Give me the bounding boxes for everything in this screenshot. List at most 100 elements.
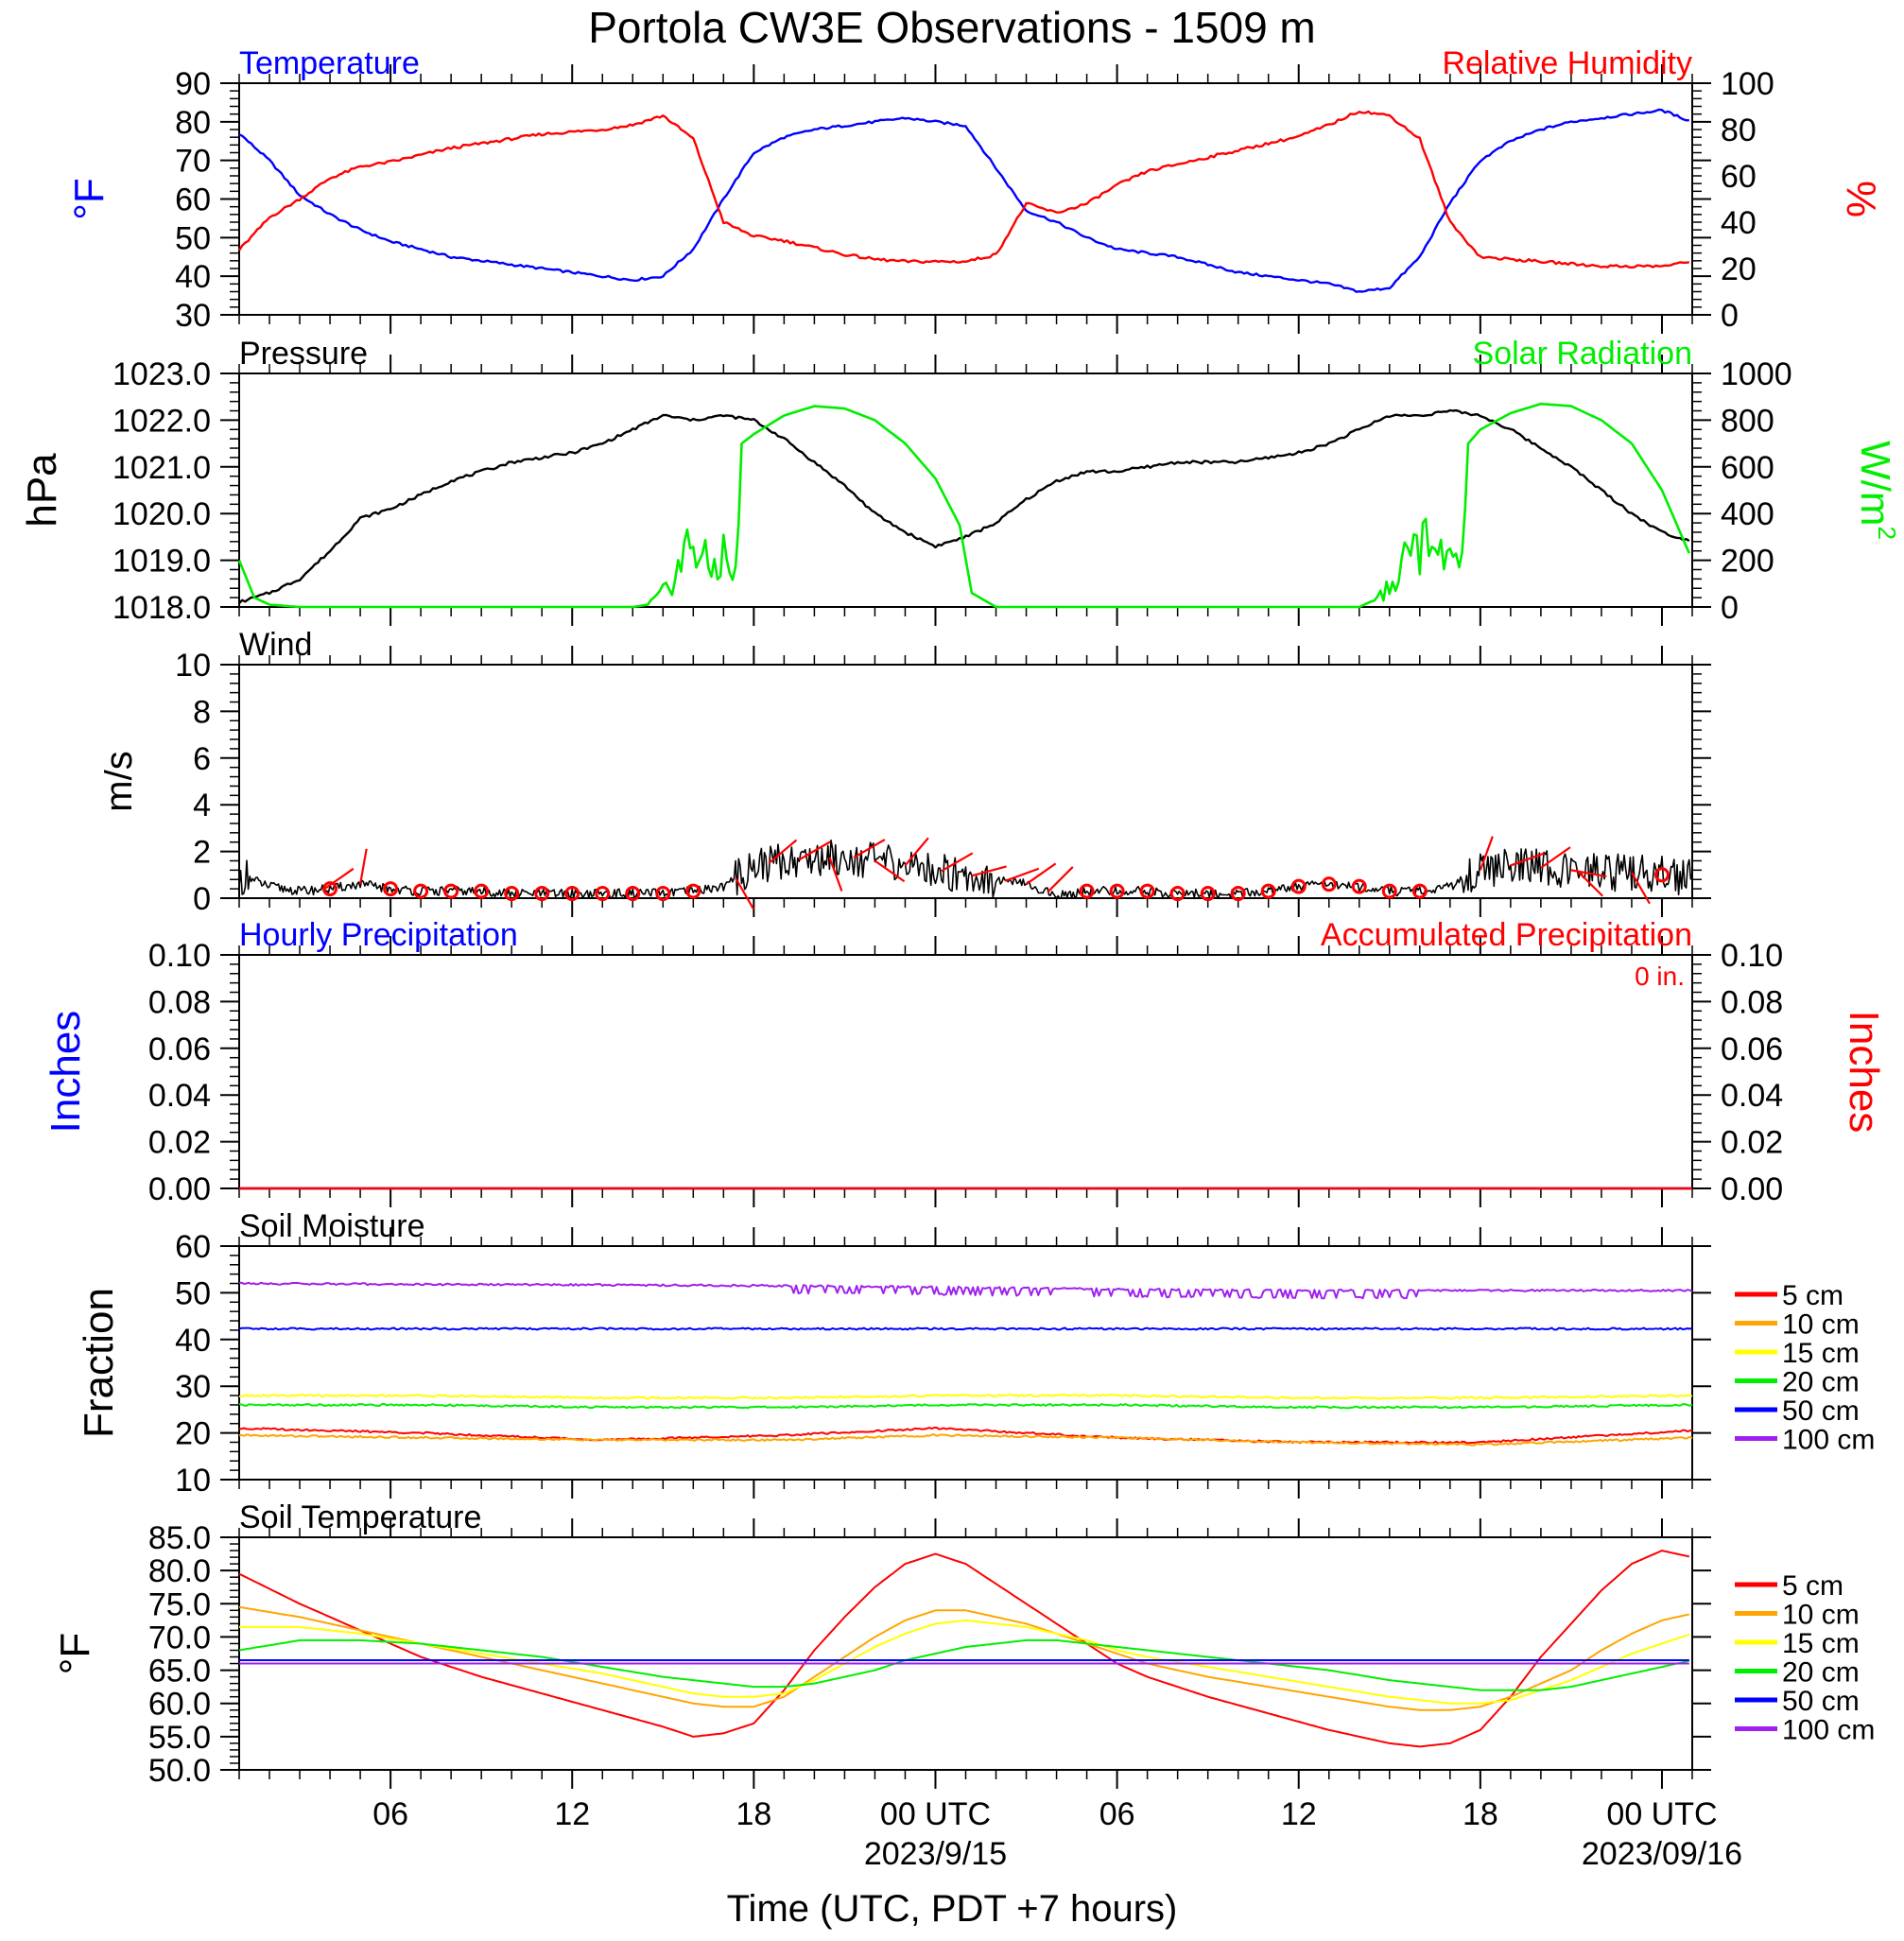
y-unit-left: m/s [98,751,140,811]
y-unit-left: hPa [19,453,65,528]
temperature-line [238,108,1689,293]
y-tick-label-left: 70.0 [148,1620,211,1655]
x-tick-label: 12 [1281,1796,1317,1832]
humidity-line [237,110,1689,269]
x-tick-date: 2023/09/16 [1582,1836,1742,1872]
wind-barb [1510,852,1545,867]
panel-title-left: Hourly Precipitation [239,917,518,953]
y-tick-label-left: 4 [193,788,211,823]
x-tick-label: 00 UTC [1606,1796,1717,1832]
y-tick-label-left: 80.0 [148,1553,211,1589]
y-tick-label-left: 10 [175,648,211,684]
soil-moisture-line [238,1281,1693,1300]
y-unit-right-superscript: 2 [1873,526,1901,539]
x-tick-label: 06 [372,1796,408,1832]
y-tick-label-left: 6 [193,741,211,777]
panel-precipitation: 0.00 0.02 0.04 0.06 0.08 0.10 0.00 0.02 0.04 0.06… [43,917,1887,1207]
calm-wind-circle [1230,886,1246,902]
y-tick-label-right: 0.10 [1721,938,1783,974]
legend-label: 10 cm [1782,1309,1860,1341]
y-tick-label-left: 60 [175,182,211,218]
legend-label: 100 cm [1782,1425,1875,1456]
soil-moisture-line [238,1403,1693,1410]
y-tick-label-right: 100 [1721,66,1774,102]
y-tick-label-left: 50.0 [148,1753,211,1789]
y-tick-label-left: 85.0 [148,1520,211,1556]
y-tick-label-left: 60 [175,1229,211,1265]
y-tick-label-left: 50 [175,1275,211,1311]
x-tick-date: 2023/9/15 [864,1836,1007,1872]
figure-title: Portola CW3E Observations - 1509 m [588,3,1316,52]
soil-temperature-line [238,1638,1690,1691]
y-tick-label-right: 0.08 [1721,984,1783,1020]
x-tick-label: 06 [1099,1796,1135,1832]
y-tick-label-left: 90 [175,66,211,102]
y-tick-label-right: 600 [1721,450,1774,486]
y-tick-label-left: 1019.0 [113,544,211,580]
panel-title-left: Soil Temperature [239,1499,481,1535]
wind-barb [1025,862,1057,886]
y-unit-left: °F [52,1633,98,1674]
y-tick-label-left: 30 [175,298,211,334]
wind-barb [768,839,798,864]
y-tick-label-left: 60.0 [148,1687,211,1723]
legend-label: 50 cm [1782,1686,1860,1717]
wind-barb [971,865,1007,877]
y-tick-label-left: 55.0 [148,1720,211,1756]
x-tick-label: 18 [1463,1796,1498,1832]
y-tick-label-left: 80 [175,105,211,141]
panel-soil-moisture: 10 20 30 40 50 60 Soil Moisture Fraction 5 cm10 … [76,1208,1875,1499]
accumulated-total: 0 in. [1635,962,1685,991]
calm-wind-circle [1290,878,1307,894]
pressure-line [238,408,1690,604]
y-tick-label-right: 400 [1721,496,1774,532]
calm-wind-circle [1139,883,1155,899]
y-tick-label-left: 2 [193,835,211,871]
panel-frame [238,373,1693,608]
y-tick-label-left: 0 [193,881,211,917]
y-tick-label-left: 20 [175,1416,211,1452]
calm-wind-circle [474,883,490,899]
y-tick-label-left: 1020.0 [113,496,211,532]
legend-label: 20 cm [1782,1367,1860,1398]
y-unit-left: Inches [43,1011,89,1134]
legend-label: 10 cm [1782,1600,1860,1631]
y-tick-label-left: 10 [175,1463,211,1499]
calm-wind-circle [1381,883,1397,899]
y-tick-label-left: 1023.0 [113,356,211,392]
y-tick-label-left: 1022.0 [113,403,211,439]
y-tick-label-left: 0.04 [148,1078,211,1114]
calm-wind-circle [383,881,399,897]
wind-barb [735,877,755,910]
time-axis: 06 12 18 00 UTC 2023/9/15 06 12 18 00 UTC 2023/09… [372,1796,1742,1872]
y-tick-label-left: 40 [175,259,211,295]
y-tick-label-right: 0.04 [1721,1078,1783,1114]
wind-barb [1576,870,1603,897]
calm-wind-circle [685,883,701,899]
y-tick-label-right: 80 [1721,113,1757,148]
panel-frame [238,82,1693,316]
y-tick-label-left: 50 [175,220,211,256]
solar-radiation-line [237,402,1690,609]
x-tick-label: 00 UTC [880,1796,991,1832]
wind-barb [1631,872,1651,905]
calm-wind-circle [564,886,580,902]
panel-frame [238,664,1693,899]
wind-barb [853,839,886,858]
soil-moisture-line [238,1326,1693,1331]
y-unit-left: Fraction [76,1288,122,1438]
wind-barb [359,848,368,885]
legend-label: 100 cm [1782,1715,1875,1746]
panel-title-right: Relative Humidity [1442,45,1692,81]
y-tick-label-right: 800 [1721,403,1774,439]
x-axis-label: Time (UTC, PDT +7 hours) [727,1888,1178,1930]
x-tick-label: 12 [554,1796,590,1832]
y-tick-label-left: 1021.0 [113,450,211,486]
y-tick-label-right: 0 [1721,590,1739,626]
calm-wind-circle [443,883,459,899]
y-tick-label-right: 60 [1721,159,1757,195]
soil-moisture-line [238,1427,1693,1445]
y-tick-label-left: 65.0 [148,1654,211,1690]
